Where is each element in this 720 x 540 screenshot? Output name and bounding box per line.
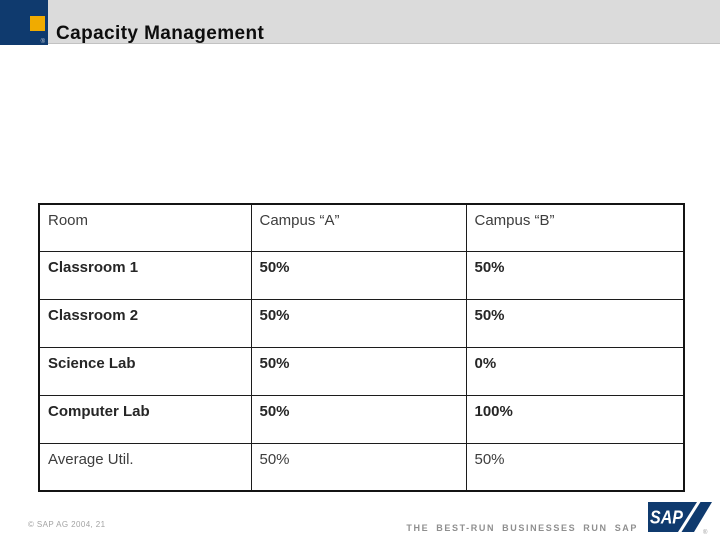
room-cell: Science Lab <box>38 346 252 396</box>
table-row-average: Average Util. 50% 50% <box>38 442 685 492</box>
campus-a-cell: 50% <box>250 442 467 492</box>
title-bar <box>0 0 720 44</box>
column-header-campus-b: Campus “B” <box>465 203 685 252</box>
sap-logo-icon: SAP <box>648 502 712 532</box>
table-row: Classroom 1 50% 50% <box>38 250 685 300</box>
campus-b-cell: 100% <box>465 394 685 444</box>
page-title: Capacity Management <box>56 22 265 44</box>
sap-logo-text: SAP <box>650 508 684 528</box>
column-header-campus-a: Campus “A” <box>250 203 467 252</box>
table-row: Computer Lab 50% 100% <box>38 394 685 444</box>
campus-b-cell: 0% <box>465 346 685 396</box>
table-row: Science Lab 50% 0% <box>38 346 685 396</box>
column-header-room: Room <box>38 203 252 252</box>
gold-bullet-icon <box>30 16 45 31</box>
campus-a-cell: 50% <box>250 346 467 396</box>
logo-registered-mark: ® <box>703 530 708 536</box>
campus-a-cell: 50% <box>250 298 467 348</box>
room-cell: Classroom 2 <box>38 298 252 348</box>
room-cell: Classroom 1 <box>38 250 252 300</box>
room-cell: Computer Lab <box>38 394 252 444</box>
campus-b-cell: 50% <box>465 298 685 348</box>
campus-b-cell: 50% <box>465 442 685 492</box>
tagline-text: THE BEST-RUN BUSINESSES RUN SAP <box>406 523 638 533</box>
registered-mark-icon: ® <box>40 39 45 45</box>
capacity-table: Room Campus “A” Campus “B” Classroom 1 5… <box>38 203 685 492</box>
campus-a-cell: 50% <box>250 250 467 300</box>
table-header-row: Room Campus “A” Campus “B” <box>38 203 685 252</box>
table-row: Classroom 2 50% 50% <box>38 298 685 348</box>
copyright-text: © SAP AG 2004, 21 <box>28 520 106 529</box>
campus-b-cell: 50% <box>465 250 685 300</box>
campus-a-cell: 50% <box>250 394 467 444</box>
room-cell: Average Util. <box>38 442 252 492</box>
